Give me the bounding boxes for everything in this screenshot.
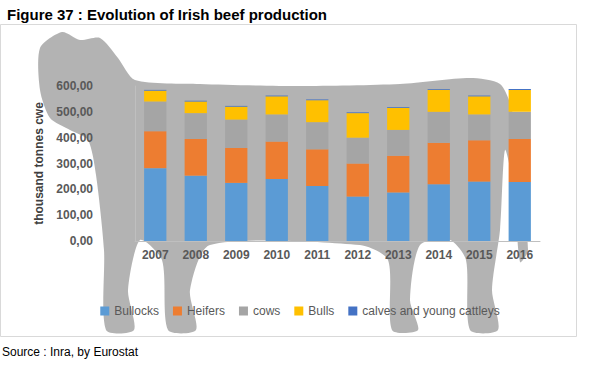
svg-text:2011: 2011 (304, 248, 330, 262)
svg-text:Figure 37 : Evolution of Irish: Figure 37 : Evolution of Irish beef prod… (7, 6, 327, 23)
svg-text:Heifers: Heifers (187, 304, 225, 318)
svg-text:2008: 2008 (182, 248, 209, 262)
svg-text:300,00: 300,00 (56, 157, 93, 171)
svg-text:2009: 2009 (223, 248, 250, 262)
svg-text:2015: 2015 (466, 248, 493, 262)
svg-text:400,00: 400,00 (56, 131, 93, 145)
svg-text:2012: 2012 (344, 248, 371, 262)
svg-text:2010: 2010 (263, 248, 290, 262)
svg-text:600,00: 600,00 (56, 79, 93, 93)
svg-text:2013: 2013 (385, 248, 412, 262)
svg-text:2016: 2016 (506, 248, 533, 262)
svg-text:2014: 2014 (425, 248, 452, 262)
svg-text:calves and young cattleys: calves and young cattleys (362, 304, 499, 318)
svg-text:cows: cows (253, 304, 280, 318)
svg-text:Bullocks: Bullocks (114, 304, 159, 318)
svg-text:thousand tonnes cwe: thousand tonnes cwe (32, 102, 46, 225)
svg-text:2007: 2007 (142, 248, 169, 262)
svg-text:100,00: 100,00 (56, 208, 93, 222)
svg-text:500,00: 500,00 (56, 105, 93, 119)
svg-text:200,00: 200,00 (56, 182, 93, 196)
svg-text:0,00: 0,00 (70, 234, 94, 248)
svg-text:Source : Inra, by Eurostat: Source : Inra, by Eurostat (2, 345, 139, 359)
svg-text:Bulls: Bulls (308, 304, 334, 318)
